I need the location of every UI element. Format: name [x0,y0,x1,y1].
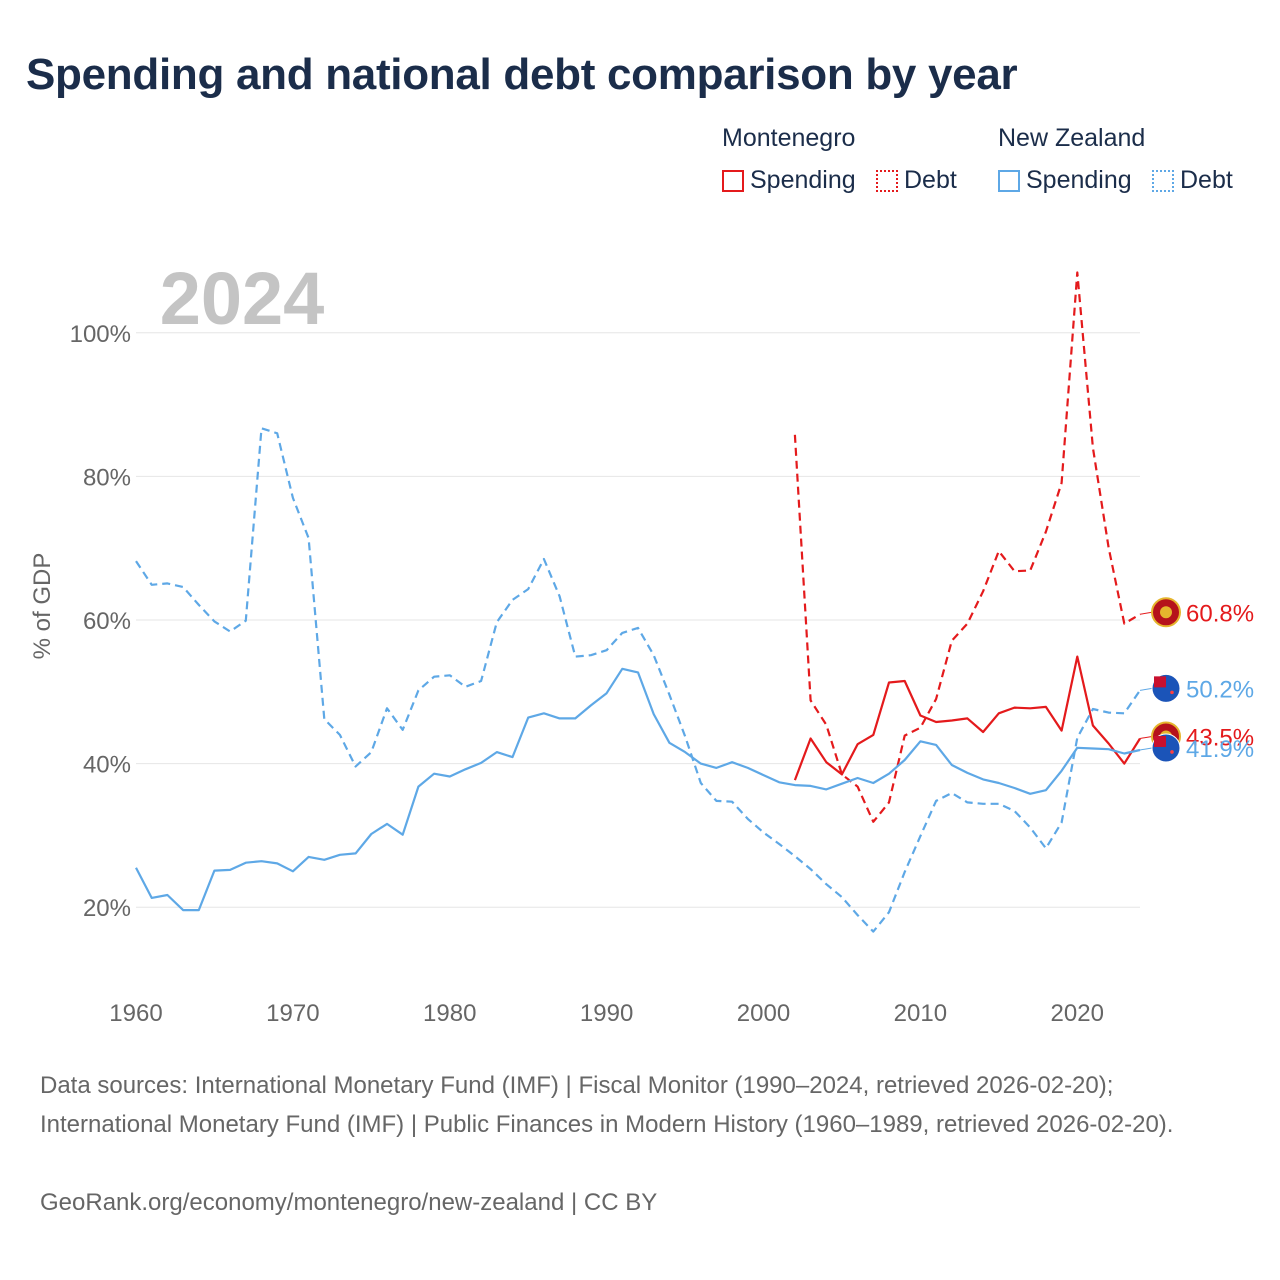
legend-swatch-solid [722,169,744,192]
legend-label: Debt [904,166,957,194]
x-tick-label: 1970 [266,1000,319,1027]
x-tick-label: 1960 [109,1000,162,1027]
legend-label: Spending [750,166,856,194]
series-line-new-zealand-spending [135,667,1141,912]
legend-title-montenegro: Montenegro [722,124,856,152]
credit-link[interactable]: GeoRank.org/economy/montenegro/new-zeala… [40,1189,658,1216]
legend-label: Debt [1180,166,1233,194]
x-tick-label: 1980 [423,1000,476,1027]
y-axis-label: % of GDP [29,553,56,660]
legend-item-new-zealand-debt[interactable]: Debt [1152,166,1233,195]
y-tick-label: 20% [83,895,131,922]
end-value-label: 43.5% [1186,724,1254,751]
legend-item-montenegro-spending[interactable]: Spending [722,166,856,195]
chart-title: Spending and national debt comparison by… [26,50,1018,99]
flag-union-jack-icon [1154,735,1166,747]
x-tick-label: 2020 [1051,1000,1104,1027]
end-value-label: 41.9% [1186,736,1254,763]
legend-item-new-zealand-spending[interactable]: Spending [998,166,1132,195]
end-value-label: 60.8% [1186,600,1254,627]
y-tick-label: 80% [83,464,131,491]
flag-star-icon [1170,690,1174,695]
end-label-connector [1139,735,1153,739]
legend-title-new-zealand: New Zealand [998,124,1146,152]
flag-union-jack-icon [1154,676,1166,688]
series-line-new-zealand-debt [135,427,1141,933]
legend-label: Spending [1026,166,1132,194]
end-label-connector [1139,687,1153,691]
end-label-connector [1139,747,1153,751]
x-tick-label: 2000 [737,1000,790,1027]
legend-item-montenegro-debt[interactable]: Debt [876,166,957,195]
data-sources: Data sources: International Monetary Fun… [40,1072,1174,1138]
legend-swatch-dotted [876,169,898,192]
y-tick-label: 60% [83,608,131,635]
x-tick-label: 2010 [894,1000,947,1027]
series-line-montenegro-spending [793,655,1141,781]
year-watermark: 2024 [160,257,325,340]
x-tick-label: 1990 [580,1000,633,1027]
y-tick-label: 100% [70,321,131,348]
end-value-label: 50.2% [1186,676,1254,703]
end-label-connector [1139,611,1153,615]
flag-star-icon [1170,750,1174,754]
y-tick-label: 40% [83,752,131,779]
flag-eagle-icon [1160,606,1172,619]
series-line-montenegro-debt [793,271,1141,823]
legend-swatch-solid [998,169,1020,192]
legend-swatch-dotted [1152,169,1174,192]
